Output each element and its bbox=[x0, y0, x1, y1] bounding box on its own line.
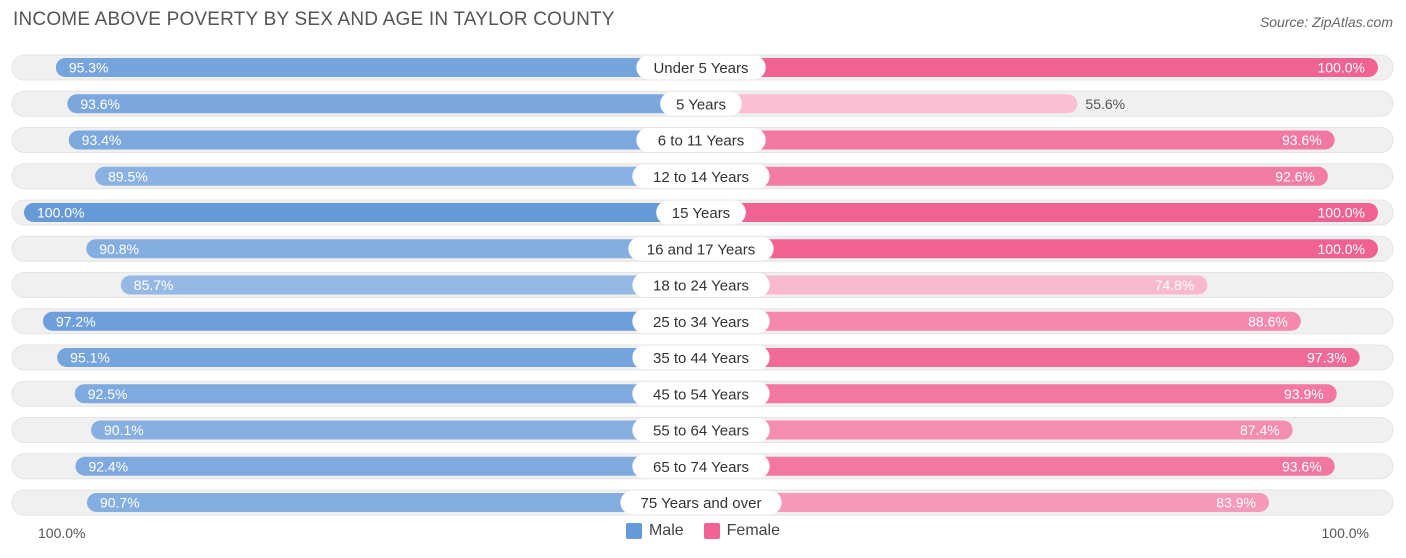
category-label: 65 to 74 Years bbox=[653, 459, 749, 476]
data-label-female: 87.4% bbox=[1240, 422, 1280, 438]
category-pill bbox=[632, 309, 770, 334]
bar-female bbox=[701, 94, 1078, 114]
category-label: 16 and 17 Years bbox=[647, 241, 755, 258]
data-label-male: 95.3% bbox=[69, 60, 109, 76]
category-pill bbox=[636, 55, 766, 80]
bar-male bbox=[75, 456, 701, 476]
category-label: 55 to 64 Years bbox=[653, 423, 749, 440]
category-label: 75 Years and over bbox=[641, 495, 762, 512]
bar-male bbox=[95, 166, 701, 186]
bar-male bbox=[120, 275, 702, 295]
category-pill bbox=[620, 490, 782, 515]
category-label: 6 to 11 Years bbox=[658, 133, 744, 150]
category-label: 5 Years bbox=[676, 96, 726, 113]
category-label: 15 Years bbox=[672, 205, 730, 222]
category-label: 35 to 44 Years bbox=[653, 350, 749, 367]
category-label: 12 to 14 Years bbox=[653, 169, 749, 186]
bar-male bbox=[57, 348, 702, 367]
bar-male bbox=[91, 420, 701, 440]
category-pill bbox=[632, 273, 770, 297]
category-pill bbox=[660, 91, 742, 116]
data-label-male: 97.2% bbox=[56, 313, 96, 329]
bar-male bbox=[86, 493, 701, 512]
data-label-female: 83.9% bbox=[1216, 495, 1256, 511]
bar-male bbox=[67, 94, 701, 114]
butterfly-bar-chart: 95.3% 100.0% Under 5 Years 93.6% 55.6% 5 Year… bbox=[11, 54, 1394, 516]
chart-title: INCOME ABOVE POVERTY BY SEX AND AGE IN T… bbox=[13, 9, 615, 30]
data-label-male: 85.7% bbox=[134, 277, 174, 293]
bar-female bbox=[701, 275, 1208, 295]
legend-swatch-male bbox=[625, 523, 642, 539]
data-label-female: 93.6% bbox=[1282, 458, 1322, 474]
data-label-female: 74.8% bbox=[1155, 277, 1195, 293]
bar-male bbox=[86, 239, 701, 259]
data-label-female: 100.0% bbox=[1318, 241, 1365, 257]
data-label-female: 88.6% bbox=[1248, 313, 1288, 329]
legend-item-female: Female bbox=[703, 522, 781, 540]
legend-label-female: Female bbox=[726, 522, 781, 539]
data-label-female: 92.6% bbox=[1275, 168, 1315, 184]
category-pill bbox=[636, 128, 766, 152]
data-label-male: 89.5% bbox=[108, 168, 148, 184]
bar-female bbox=[701, 166, 1328, 186]
legend: Male Female bbox=[0, 522, 1406, 540]
bar-male bbox=[74, 384, 701, 404]
bar-male bbox=[24, 203, 701, 222]
bar-female bbox=[701, 493, 1270, 512]
data-label-male: 90.7% bbox=[100, 495, 140, 511]
category-label: 25 to 34 Years bbox=[653, 314, 749, 331]
bar-female bbox=[701, 420, 1293, 440]
data-label-female: 93.6% bbox=[1282, 132, 1322, 148]
data-label-female: 55.6% bbox=[1085, 96, 1125, 112]
chart-source: Source: ZipAtlas.com bbox=[1259, 14, 1393, 30]
legend-label-male: Male bbox=[648, 522, 684, 539]
bar-female bbox=[701, 130, 1335, 150]
legend-item-male: Male bbox=[625, 522, 684, 540]
data-label-male: 92.5% bbox=[88, 386, 128, 402]
category-pill bbox=[628, 236, 774, 261]
category-pill bbox=[632, 164, 770, 189]
data-label-female: 93.9% bbox=[1284, 386, 1324, 402]
data-label-female: 100.0% bbox=[1318, 205, 1365, 221]
bar-female bbox=[701, 203, 1378, 222]
data-label-male: 95.1% bbox=[70, 350, 110, 366]
data-label-male: 90.8% bbox=[99, 241, 139, 257]
data-label-male: 100.0% bbox=[37, 205, 84, 221]
legend-swatch-female bbox=[703, 523, 720, 539]
category-pill bbox=[632, 381, 770, 406]
category-pill bbox=[656, 200, 746, 225]
category-label: 45 to 54 Years bbox=[653, 386, 749, 403]
bar-male bbox=[55, 58, 702, 77]
data-label-female: 100.0% bbox=[1318, 60, 1365, 76]
data-label-male: 93.6% bbox=[80, 96, 120, 112]
bar-female bbox=[701, 348, 1360, 367]
data-label-female: 97.3% bbox=[1307, 350, 1347, 366]
bar-female bbox=[701, 239, 1378, 259]
category-label: Under 5 Years bbox=[653, 60, 748, 77]
bar-female bbox=[701, 58, 1378, 77]
bar-male bbox=[68, 130, 701, 150]
category-pill bbox=[632, 345, 770, 370]
data-label-male: 93.4% bbox=[82, 132, 122, 148]
bar-female bbox=[701, 456, 1335, 476]
bar-female bbox=[701, 311, 1301, 331]
category-pill bbox=[632, 418, 770, 442]
category-label: 18 to 24 Years bbox=[653, 278, 749, 295]
axis-right-label: 100.0% bbox=[1321, 525, 1369, 541]
category-pill bbox=[632, 454, 770, 479]
bar-male bbox=[42, 311, 702, 331]
data-label-male: 90.1% bbox=[104, 422, 144, 438]
bar-female bbox=[701, 384, 1337, 404]
axis-left-label: 100.0% bbox=[38, 525, 86, 541]
data-label-male: 92.4% bbox=[88, 458, 128, 474]
